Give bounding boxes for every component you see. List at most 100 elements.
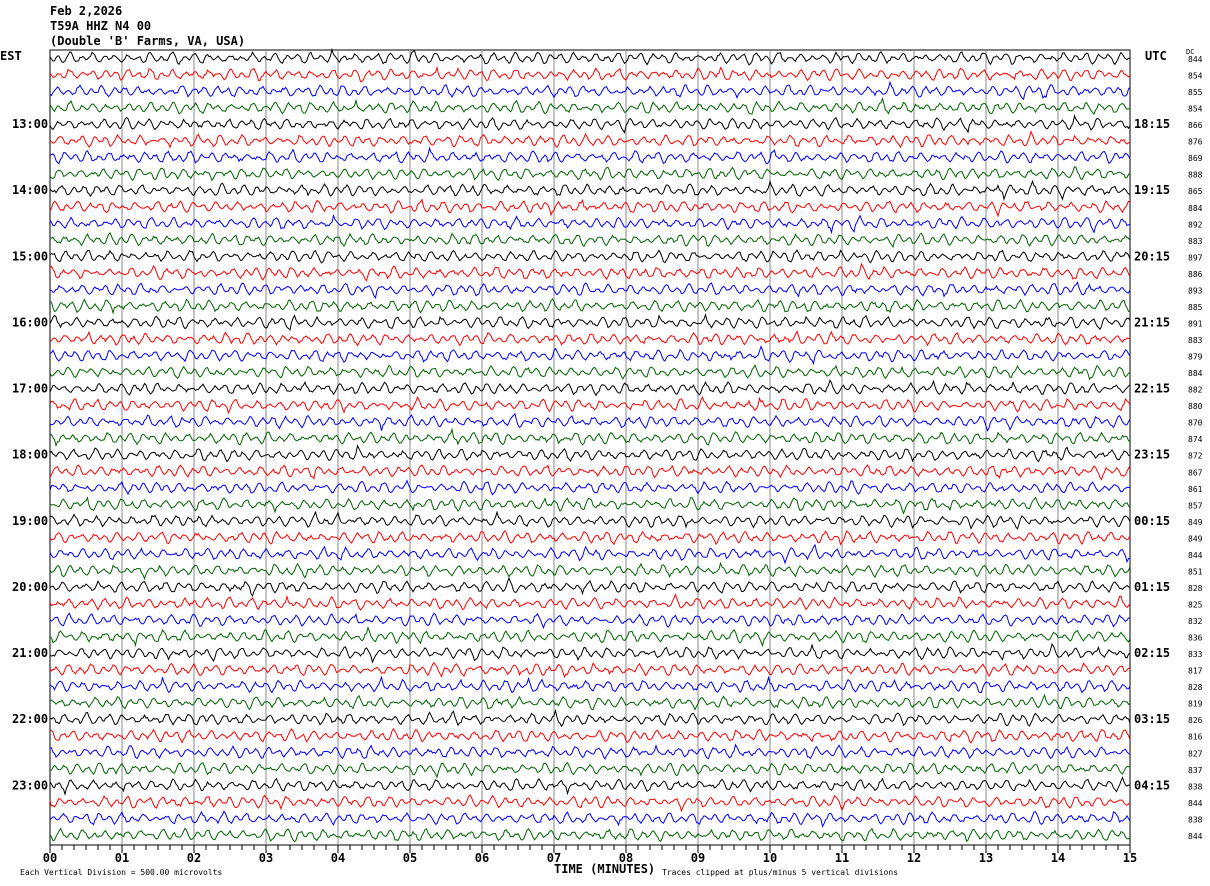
dc-value: 819 (1188, 700, 1203, 709)
utc-hour-label: 21:15 (1134, 315, 1170, 329)
dc-value: 880 (1188, 402, 1203, 411)
trace-line (49, 530, 1131, 546)
trace-line (49, 113, 1131, 134)
trace-line (49, 761, 1130, 779)
dc-value: 892 (1188, 220, 1203, 229)
est-label: EST (0, 49, 22, 63)
x-axis-label: TIME (MINUTES) (554, 862, 656, 876)
trace-line (49, 543, 1131, 565)
x-tick-label: 12 (907, 851, 921, 865)
x-tick-label: 09 (691, 851, 705, 865)
dc-value: 844 (1188, 799, 1203, 808)
x-tick-label: 14 (1051, 851, 1065, 865)
trace-line (49, 776, 1131, 796)
trace-line (49, 146, 1131, 165)
date-label: Feb 2,2026 (50, 4, 123, 18)
plot-frame (49, 49, 1131, 846)
trace-line (49, 232, 1131, 249)
trace-line (49, 510, 1131, 530)
est-hour-label: 15:00 (12, 249, 48, 263)
dc-value: 828 (1188, 683, 1203, 692)
dc-value: 855 (1188, 88, 1203, 97)
dc-value: 884 (1188, 369, 1203, 378)
dc-value: 854 (1188, 72, 1203, 81)
est-hour-label: 17:00 (12, 382, 48, 396)
x-tick-label: 05 (403, 851, 417, 865)
utc-hour-label: 19:15 (1134, 183, 1170, 197)
trace-line (49, 827, 1131, 843)
utc-hour-label: 20:15 (1134, 249, 1170, 263)
dc-value: 897 (1188, 253, 1203, 262)
trace-line (49, 262, 1131, 282)
trace-line (49, 464, 1131, 481)
x-tick-label: 13 (979, 851, 993, 865)
trace-line (49, 213, 1131, 235)
trace-line (49, 179, 1131, 202)
dc-value: 885 (1188, 303, 1203, 312)
utc-hour-label: 22:15 (1134, 382, 1170, 396)
trace-line (49, 743, 1131, 760)
est-hour-label: 19:00 (12, 514, 48, 528)
x-tick-label: 10 (763, 851, 777, 865)
trace-line (49, 612, 1131, 630)
trace-line (49, 708, 1131, 728)
x-tick-label: 02 (187, 851, 201, 865)
trace-line (49, 496, 1131, 515)
dc-value: 854 (1188, 105, 1203, 114)
trace-line (49, 249, 1131, 264)
dc-value: 865 (1188, 187, 1203, 196)
trace-line (49, 693, 1131, 711)
est-hour-label: 16:00 (12, 315, 48, 329)
trace-line (49, 312, 1131, 332)
trace-line (49, 395, 1131, 415)
est-hour-label: 22:00 (12, 712, 48, 726)
est-hour-label: 18:00 (12, 448, 48, 462)
dc-value: 882 (1188, 386, 1203, 395)
trace-line (49, 364, 1130, 381)
dc-value: 872 (1188, 452, 1203, 461)
utc-hour-label: 02:15 (1134, 646, 1170, 660)
trace-line (49, 281, 1131, 300)
est-hour-label: 13:00 (12, 117, 48, 131)
trace-line (49, 794, 1131, 813)
est-hour-label: 20:00 (12, 580, 48, 594)
est-hour-label: 21:00 (12, 646, 48, 660)
trace-line (49, 642, 1131, 664)
location-label: (Double 'B' Farms, VA, USA) (50, 34, 246, 48)
trace-line (49, 576, 1131, 598)
dc-value: 883 (1188, 237, 1203, 246)
dc-value: 851 (1188, 567, 1203, 576)
dc-value: 884 (1188, 204, 1203, 213)
trace-line (49, 166, 1131, 182)
trace-line (49, 444, 1131, 463)
utc-hour-label: 18:15 (1134, 117, 1170, 131)
trace-line (49, 198, 1131, 218)
dc-value: 867 (1188, 468, 1203, 477)
trace-line (49, 810, 1131, 828)
dc-value: 886 (1188, 270, 1203, 279)
dc-value: 891 (1188, 319, 1203, 328)
dc-value: 825 (1188, 600, 1203, 609)
dc-value: 874 (1188, 435, 1203, 444)
dc-value: 883 (1188, 336, 1203, 345)
x-tick-label: 03 (259, 851, 273, 865)
dc-value: 844 (1188, 832, 1203, 841)
dc-value: 838 (1188, 782, 1203, 791)
trace-line (49, 47, 1131, 66)
dc-label: DC (1186, 48, 1195, 56)
trace-line (49, 675, 1131, 694)
utc-hour-label: 01:15 (1134, 580, 1170, 594)
trace-line (49, 379, 1131, 397)
utc-label: UTC (1145, 49, 1167, 63)
dc-value: 844 (1188, 55, 1203, 64)
trace-line (49, 661, 1131, 679)
dc-value: 857 (1188, 501, 1203, 510)
dc-value: 816 (1188, 733, 1203, 742)
trace-line (49, 130, 1131, 149)
trace-line (49, 298, 1131, 315)
trace-line (49, 479, 1131, 496)
dc-value: 832 (1188, 617, 1203, 626)
utc-hour-label: 00:15 (1134, 514, 1170, 528)
utc-hour-label: 04:15 (1134, 778, 1170, 792)
x-tick-label: 06 (475, 851, 489, 865)
